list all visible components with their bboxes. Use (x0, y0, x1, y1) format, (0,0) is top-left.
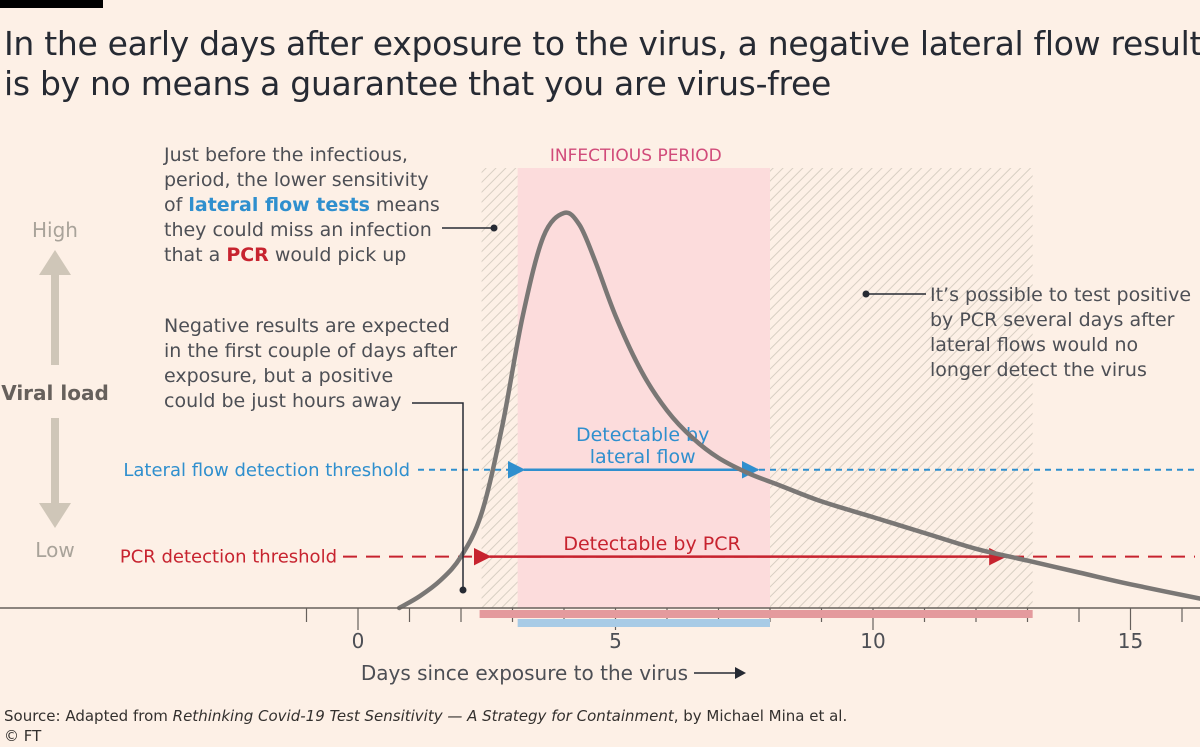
y-axis-label: Viral load (1, 381, 109, 405)
footer: Source: Adapted from Rethinking Covid-19… (4, 706, 1194, 746)
x-tick-label: 15 (1118, 629, 1143, 653)
annotation-1-pcr-highlight: PCR (226, 244, 269, 266)
down-arrow-icon (39, 418, 71, 528)
annotation-1-line-1: Just before the infectious, (163, 144, 408, 166)
x-tick-label: 10 (860, 629, 885, 653)
x-axis-label: Days since exposure to the virus (361, 661, 688, 685)
source-post: , by Michael Mina et al. (673, 707, 848, 725)
y-high-label: High (32, 218, 78, 242)
annotation-2-line-1: Negative results are expected (164, 315, 450, 337)
lateral-flow-detectable-label-1: Detectable by (576, 424, 709, 446)
pcr-detectable-label: Detectable by PCR (563, 533, 740, 555)
annotation-2-dot (459, 586, 467, 594)
x-tick-label: 5 (609, 629, 622, 653)
lateral-flow-detectable-label-2: lateral flow (590, 446, 696, 468)
top-accent-bar (0, 0, 103, 8)
copyright: © FT (4, 727, 42, 745)
viral-load-curve (396, 210, 1200, 611)
post-infectious-hatch (770, 168, 1033, 608)
annotation-1-line-5-pre: that a (164, 244, 226, 266)
lateral-flow-detectable-bar (517, 619, 770, 627)
source-pre: Source: Adapted from (4, 707, 173, 725)
annotation-1-line-3: of lateral flow tests means (164, 194, 440, 216)
source-note: Source: Adapted from Rethinking Covid-19… (4, 706, 1194, 726)
annotation-1-line-4: they could miss an infection (164, 219, 432, 241)
title-line-2: is by no means a guarantee that you are … (4, 64, 832, 103)
pre-infectious-hatch (481, 168, 518, 608)
annotation-1-dot (490, 224, 498, 232)
annotation-2-leader (412, 402, 464, 588)
title-line-1: In the early days after exposure to the … (4, 24, 1200, 63)
x-tick-label: 0 (352, 629, 365, 653)
annotation-1-line-2: period, the lower sensitivity (164, 169, 429, 191)
source-title: Rethinking Covid-19 Test Sensitivity — A… (172, 707, 674, 725)
pcr-detectable-bar (479, 610, 1033, 618)
y-low-label: Low (35, 538, 74, 562)
chart-title: In the early days after exposure to the … (4, 24, 1200, 104)
annotation-3-dot (862, 290, 870, 298)
annotation-1-lateral-flow-highlight: lateral flow tests (188, 194, 370, 216)
annotation-2-line-4: could be just hours away (164, 390, 402, 412)
annotation-1-line-3-pre: of (164, 194, 188, 216)
annotation-1-line-5: that a PCR would pick up (164, 244, 406, 266)
annotation-3-line-4: longer detect the virus (930, 359, 1147, 381)
infectious-period-band (517, 168, 770, 608)
pcr-threshold-label: PCR detection threshold (120, 547, 337, 568)
annotation-3-line-2: by PCR several days after (930, 309, 1175, 331)
annotation-3-line-1: It’s possible to test positive (930, 284, 1191, 306)
x-axis-tick-labels: 0 5 10 15 (352, 629, 1144, 653)
annotation-1-line-3-post: means (370, 194, 440, 216)
annotation-3-line-3: lateral flows would no (930, 334, 1138, 356)
x-axis-arrowhead-icon (735, 667, 746, 679)
annotation-1-line-5-post: would pick up (269, 244, 407, 266)
annotation-2-line-3: exposure, but a positive (164, 365, 393, 387)
up-arrow-icon (39, 250, 71, 365)
annotation-2-line-2: in the first couple of days after (164, 340, 457, 362)
infectious-period-label: INFECTIOUS PERIOD (550, 146, 722, 166)
lateral-flow-threshold-label: Lateral flow detection threshold (123, 460, 410, 481)
